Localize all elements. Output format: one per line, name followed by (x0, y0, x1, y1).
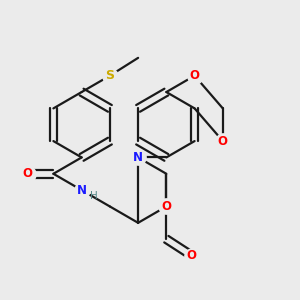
Text: O: O (22, 167, 32, 180)
Text: O: O (161, 200, 171, 213)
Text: O: O (190, 69, 200, 82)
Text: N: N (133, 151, 143, 164)
Text: O: O (218, 135, 228, 148)
Text: H: H (90, 191, 98, 201)
Text: O: O (187, 249, 196, 262)
Text: N: N (76, 184, 87, 196)
Text: S: S (105, 69, 114, 82)
